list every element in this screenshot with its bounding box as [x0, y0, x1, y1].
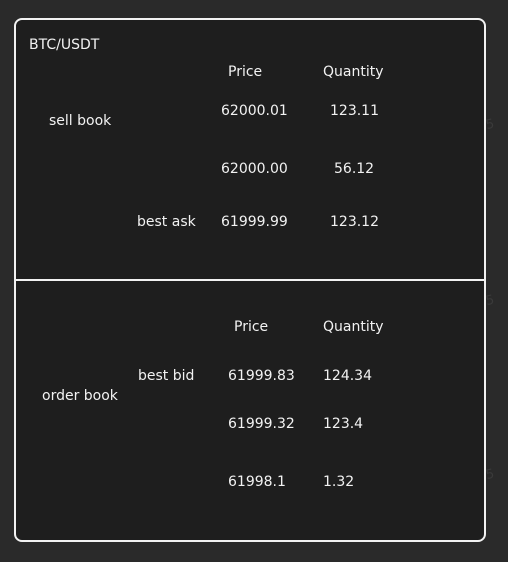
sell-book-label: sell book: [49, 113, 112, 129]
order-row-2-price: 61999.32: [228, 416, 295, 432]
pair-title: BTC/USDT: [29, 37, 100, 53]
order-row-1-qty: 124.34: [323, 368, 372, 384]
section-divider: [16, 279, 484, 281]
order-row-1-price: 61999.83: [228, 368, 295, 384]
sell-row-3-qty: 123.12: [330, 214, 379, 230]
sell-price-header: Price: [228, 64, 263, 80]
order-row-3-qty: 1.32: [323, 474, 355, 490]
best-bid-label: best bid: [138, 368, 195, 384]
sell-row-1-qty: 123.11: [330, 103, 379, 119]
sell-row-1-price: 62000.01: [221, 103, 288, 119]
order-book-label: order book: [42, 388, 118, 404]
order-row-3-price: 61998.1: [228, 474, 286, 490]
sell-row-3-price: 61999.99: [221, 214, 288, 230]
sell-row-2-price: 62000.00: [221, 161, 288, 177]
order-qty-header: Quantity: [323, 319, 384, 335]
sell-row-2-qty: 56.12: [334, 161, 375, 177]
order-price-header: Price: [234, 319, 269, 335]
order-row-2-qty: 123.4: [323, 416, 364, 432]
best-ask-label: best ask: [137, 214, 196, 230]
sell-qty-header: Quantity: [323, 64, 384, 80]
